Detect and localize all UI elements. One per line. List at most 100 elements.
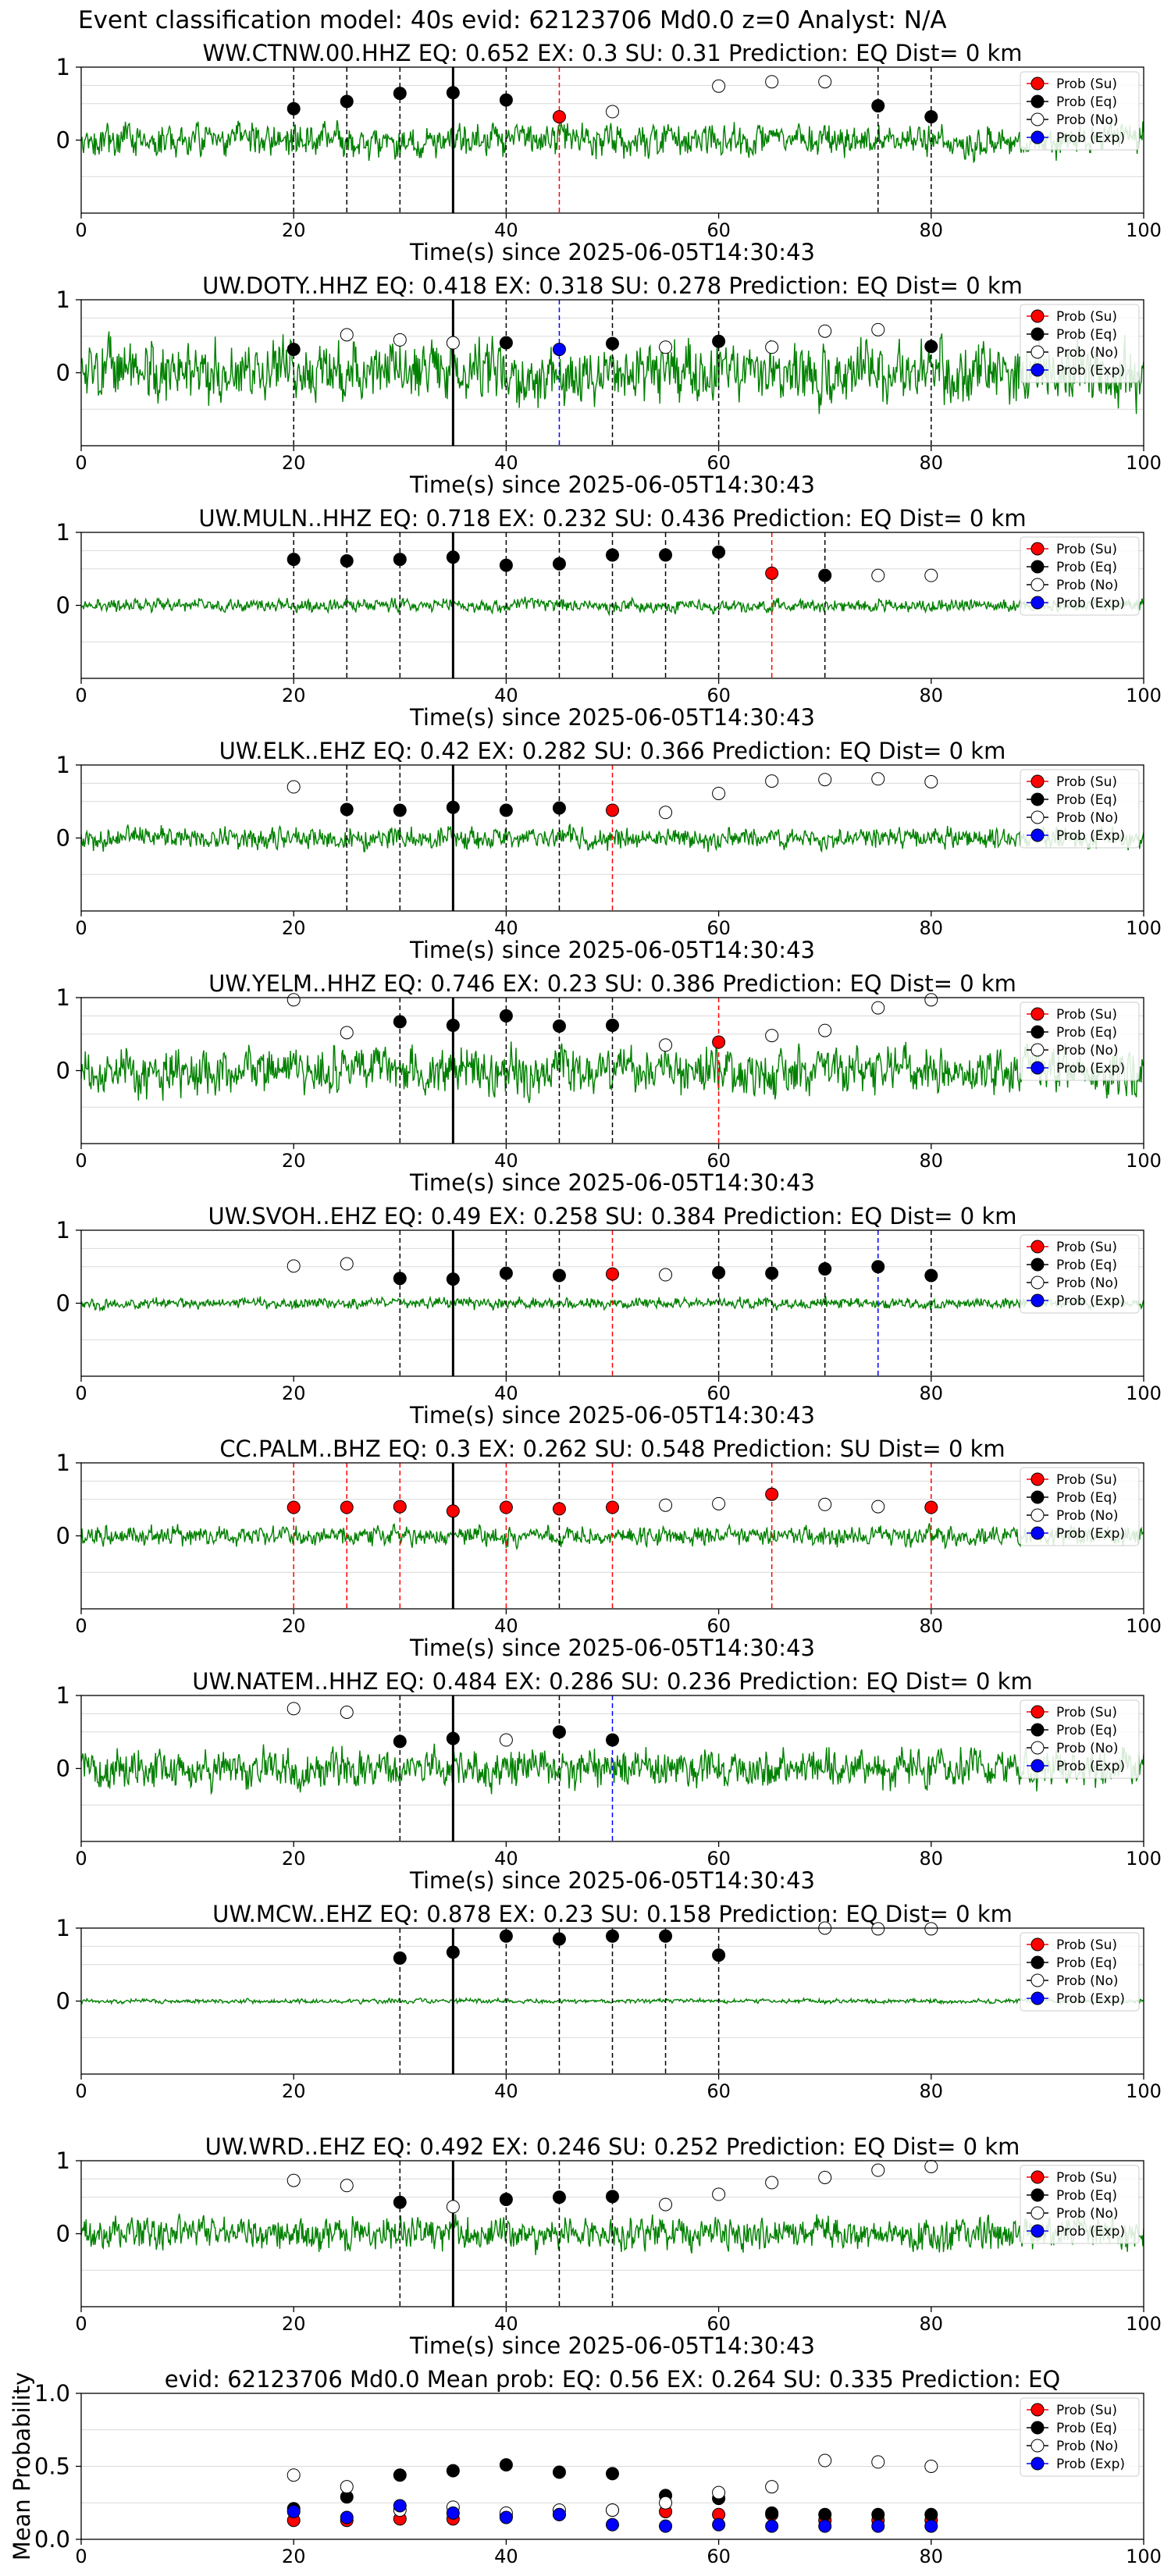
y-tick-label: 1 — [56, 1915, 70, 1941]
prob-point — [499, 1733, 513, 1747]
legend-label: Prob (No) — [1056, 1043, 1119, 1059]
x-tick-label: 80 — [920, 1615, 944, 1637]
x-tick-label: 60 — [707, 1150, 731, 1172]
x-axis-label: Time(s) since 2025-06-05T14:30:43 — [409, 937, 815, 963]
waveform-trace — [80, 596, 1144, 617]
x-tick-label: 40 — [494, 1382, 518, 1404]
prob-point — [818, 773, 832, 787]
prob-point — [659, 806, 673, 820]
prob-point — [659, 1038, 673, 1052]
prob-point — [393, 1015, 407, 1029]
prob-point — [393, 87, 407, 101]
prob-point — [499, 1500, 513, 1514]
y-tick-label: 0.5 — [34, 2453, 70, 2480]
x-tick-label: 20 — [282, 1848, 306, 1870]
legend-label: Prob (Su) — [1056, 309, 1117, 325]
legend-box — [1020, 1234, 1140, 1314]
prob-point — [659, 340, 673, 354]
legend-label: Prob (Eq) — [1056, 1723, 1117, 1738]
x-tick-label: 80 — [920, 2313, 944, 2335]
x-tick-label: 60 — [707, 2080, 731, 2102]
legend-marker — [1030, 327, 1045, 341]
legend-marker — [1030, 1508, 1045, 1522]
prob-point — [606, 2190, 619, 2204]
prob-point — [499, 1009, 513, 1023]
prob-point — [765, 566, 779, 580]
mean-prob-point — [818, 2507, 832, 2521]
prob-point — [606, 105, 619, 119]
prob-point — [924, 2159, 938, 2173]
prob-point — [340, 1026, 354, 1040]
mean-prob-point — [446, 2464, 460, 2478]
x-tick-label: 20 — [282, 685, 306, 706]
legend-box — [1020, 1932, 1140, 2012]
x-tick-label: 60 — [707, 452, 731, 474]
x-axis-label: Time(s) since 2025-06-05T14:30:43 — [409, 1402, 815, 1429]
legend-marker — [1030, 774, 1045, 788]
prob-point — [924, 1500, 938, 1514]
legend-marker — [1030, 1723, 1045, 1737]
prob-point — [499, 558, 513, 572]
panel-title: UW.MCW..EHZ EQ: 0.878 EX: 0.23 SU: 0.158… — [212, 1901, 1013, 1927]
prob-point — [606, 1929, 619, 1943]
y-tick-label: 0 — [56, 1988, 70, 2015]
x-tick-label: 0 — [75, 1615, 87, 1637]
x-tick-label: 20 — [282, 2080, 306, 2102]
prob-point — [446, 1272, 460, 1286]
legend-label: Prob (No) — [1056, 578, 1119, 593]
legend-marker — [1030, 2224, 1045, 2238]
legend-marker — [1030, 1007, 1045, 1021]
station-panel-6: UW.SVOH..EHZ EQ: 0.49 EX: 0.258 SU: 0.38… — [56, 1203, 1162, 1429]
legend-box — [1020, 304, 1140, 383]
legend-label: Prob (Exp) — [1056, 596, 1125, 611]
y-tick-label: 1 — [56, 1217, 70, 1244]
legend-label: Prob (Su) — [1056, 1705, 1117, 1720]
x-axis-label: Time(s) since 2025-06-05T14:30:43 — [409, 2332, 815, 2359]
legend-box — [1020, 536, 1140, 616]
prob-point — [287, 1259, 301, 1273]
x-tick-label: 20 — [282, 917, 306, 939]
x-tick-label: 20 — [282, 1615, 306, 1637]
legend-box — [1020, 1699, 1140, 1779]
legend-marker — [1030, 2403, 1045, 2417]
y-tick-label: 1 — [56, 2147, 70, 2174]
x-axis-label: Time(s) since 2025-06-05T14:30:43 — [409, 704, 815, 731]
x-tick-label: 20 — [282, 2546, 306, 2567]
y-tick-label: 0.0 — [34, 2526, 70, 2553]
legend-label: Prob (Su) — [1056, 1472, 1117, 1488]
legend-label: Prob (Eq) — [1056, 560, 1117, 575]
x-tick-label: 100 — [1126, 685, 1162, 706]
prob-point — [287, 993, 301, 1007]
mean-probability-panel: evid: 62123706 Md0.0 Mean prob: EQ: 0.56… — [9, 2366, 1162, 2567]
prob-point — [818, 1262, 832, 1276]
prob-point — [446, 550, 460, 564]
prob-point — [340, 1500, 354, 1514]
prob-point — [659, 548, 673, 562]
prob-point — [924, 568, 938, 582]
station-panel-3: UW.MULN..HHZ EQ: 0.718 EX: 0.232 SU: 0.4… — [56, 505, 1162, 731]
prob-point — [871, 2163, 885, 2177]
legend-label: Prob (Su) — [1056, 1007, 1117, 1023]
legend-label: Prob (Exp) — [1056, 1526, 1125, 1542]
x-tick-label: 20 — [282, 219, 306, 241]
y-tick-label: 0 — [56, 2221, 70, 2247]
legend-marker — [1030, 1472, 1045, 1486]
legend-label: Prob (No) — [1056, 810, 1119, 826]
mean-prob-point — [712, 2485, 726, 2500]
legend-marker — [1030, 1705, 1045, 1719]
legend-marker — [1030, 560, 1045, 574]
legend-box — [1020, 71, 1140, 151]
x-tick-label: 60 — [707, 2313, 731, 2335]
legend-marker — [1030, 1490, 1045, 1504]
prob-point — [287, 553, 301, 567]
x-tick-label: 0 — [75, 2313, 87, 2335]
legend-marker — [1030, 1526, 1045, 1540]
legend-marker — [1030, 1991, 1045, 2005]
y-tick-label: 0 — [56, 360, 70, 386]
prob-point — [287, 2173, 301, 2187]
prob-point — [340, 94, 354, 109]
mean-prob-point — [712, 2517, 726, 2532]
x-tick-label: 80 — [920, 1848, 944, 1870]
mean-prob-point — [871, 2519, 885, 2533]
